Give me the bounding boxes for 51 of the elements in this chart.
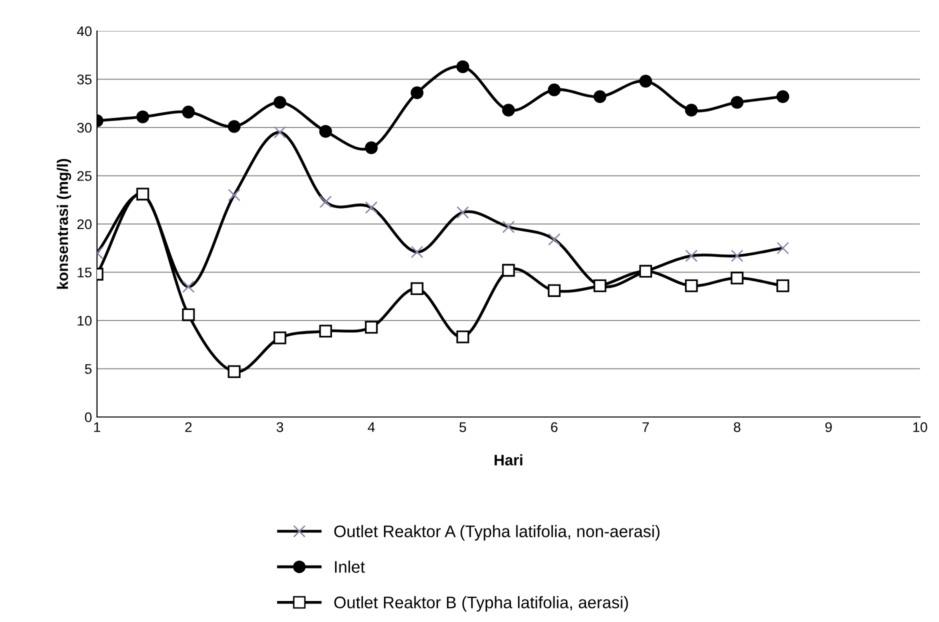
- x-tick-label: 4: [368, 422, 375, 432]
- y-tick-label: 15: [78, 268, 92, 278]
- x-tick-label: 9: [825, 422, 832, 432]
- point: [364, 320, 378, 334]
- point: [319, 124, 332, 138]
- point: [776, 279, 790, 292]
- point: [730, 272, 744, 284]
- y-tick-label: 10: [78, 316, 92, 326]
- point: [410, 86, 424, 100]
- y-tick-label: 25: [77, 171, 92, 181]
- point: [456, 330, 470, 344]
- x-tick-label: 3: [276, 422, 284, 432]
- legend-label: Outlet Reaktor B (Typha latifolia, aerasi): [334, 596, 628, 612]
- y-tick-label: 20: [77, 219, 92, 230]
- point: [548, 83, 561, 96]
- point: [685, 279, 698, 292]
- point: [410, 282, 424, 296]
- point: [594, 90, 606, 104]
- legend-label: Inlet: [335, 560, 365, 573]
- x-tick-label: 7: [642, 422, 649, 432]
- point: [182, 308, 195, 322]
- point: [502, 104, 515, 117]
- point: [274, 331, 286, 344]
- point: [182, 106, 195, 118]
- point: [274, 96, 286, 109]
- point: [548, 284, 561, 297]
- y-tick-label: 0: [84, 412, 92, 422]
- x-tick-label: 10: [913, 422, 928, 432]
- y-tick-label: 30: [77, 122, 92, 133]
- point: [228, 365, 241, 378]
- x-tick-label: 2: [185, 422, 192, 432]
- legend-label: Outlet Reaktor A (Typha latifolia, non-aerasi): [334, 525, 660, 541]
- point: [776, 90, 790, 104]
- point: [730, 96, 744, 109]
- point: [364, 141, 378, 154]
- point: [319, 324, 332, 338]
- x-tick-label: 6: [551, 422, 558, 432]
- point: [456, 60, 470, 74]
- x-tick-label: 8: [734, 422, 740, 432]
- y-tick-label: 40: [77, 26, 92, 36]
- x-axis-title: Hari: [494, 454, 522, 466]
- x-tick-label: 1: [94, 422, 100, 432]
- point: [685, 104, 698, 117]
- point: [136, 110, 150, 124]
- y-axis-title: konsentrasi (mg/l): [56, 158, 72, 289]
- point: [639, 74, 652, 88]
- point: [228, 120, 241, 133]
- point: [502, 264, 515, 277]
- x-tick-label: 5: [459, 422, 466, 432]
- y-tick-label: 35: [77, 74, 92, 84]
- y-tick-label: 5: [84, 364, 92, 374]
